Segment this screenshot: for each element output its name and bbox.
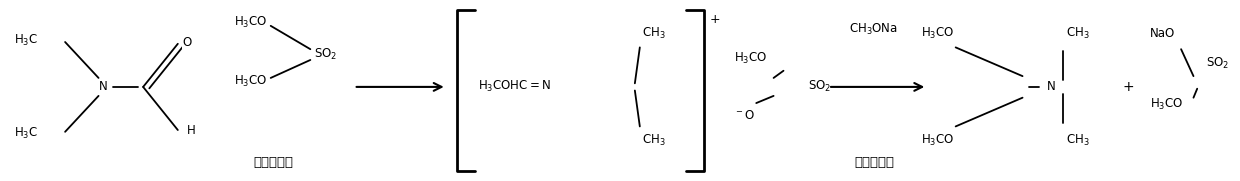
Text: H$_3$CO: H$_3$CO: [921, 133, 955, 148]
Text: N: N: [99, 80, 108, 93]
Text: SO$_2$: SO$_2$: [808, 79, 832, 94]
Text: H$_3$CO: H$_3$CO: [233, 15, 267, 30]
Text: CH$_3$: CH$_3$: [1066, 26, 1090, 41]
Text: H$_3$C: H$_3$C: [14, 126, 38, 141]
Text: +: +: [1122, 80, 1133, 94]
Text: SO$_2$: SO$_2$: [314, 47, 337, 62]
Text: CH$_3$ONa: CH$_3$ONa: [849, 22, 899, 37]
Text: H$_3$CO: H$_3$CO: [1151, 97, 1183, 112]
Text: H$_3$CO: H$_3$CO: [921, 26, 955, 41]
Text: $^-$O: $^-$O: [734, 109, 755, 122]
Text: H$_3$COHC$=$N: H$_3$COHC$=$N: [477, 79, 551, 94]
Text: 第二步反应: 第二步反应: [854, 156, 894, 169]
Text: CH$_3$: CH$_3$: [642, 26, 666, 41]
Text: 第一步反应: 第一步反应: [253, 156, 293, 169]
Text: N: N: [1047, 80, 1055, 93]
Text: H$_3$C: H$_3$C: [14, 33, 38, 48]
Text: CH$_3$: CH$_3$: [642, 133, 666, 148]
Text: H: H: [186, 123, 195, 136]
Text: O: O: [182, 35, 192, 49]
Text: H$_3$CO: H$_3$CO: [233, 74, 267, 89]
Text: CH$_3$: CH$_3$: [1066, 133, 1090, 148]
Text: SO$_2$: SO$_2$: [1205, 56, 1229, 71]
Text: NaO: NaO: [1151, 27, 1176, 39]
Text: H$_3$CO: H$_3$CO: [734, 51, 768, 66]
Text: +: +: [709, 13, 719, 26]
Text: N: N: [99, 80, 108, 93]
